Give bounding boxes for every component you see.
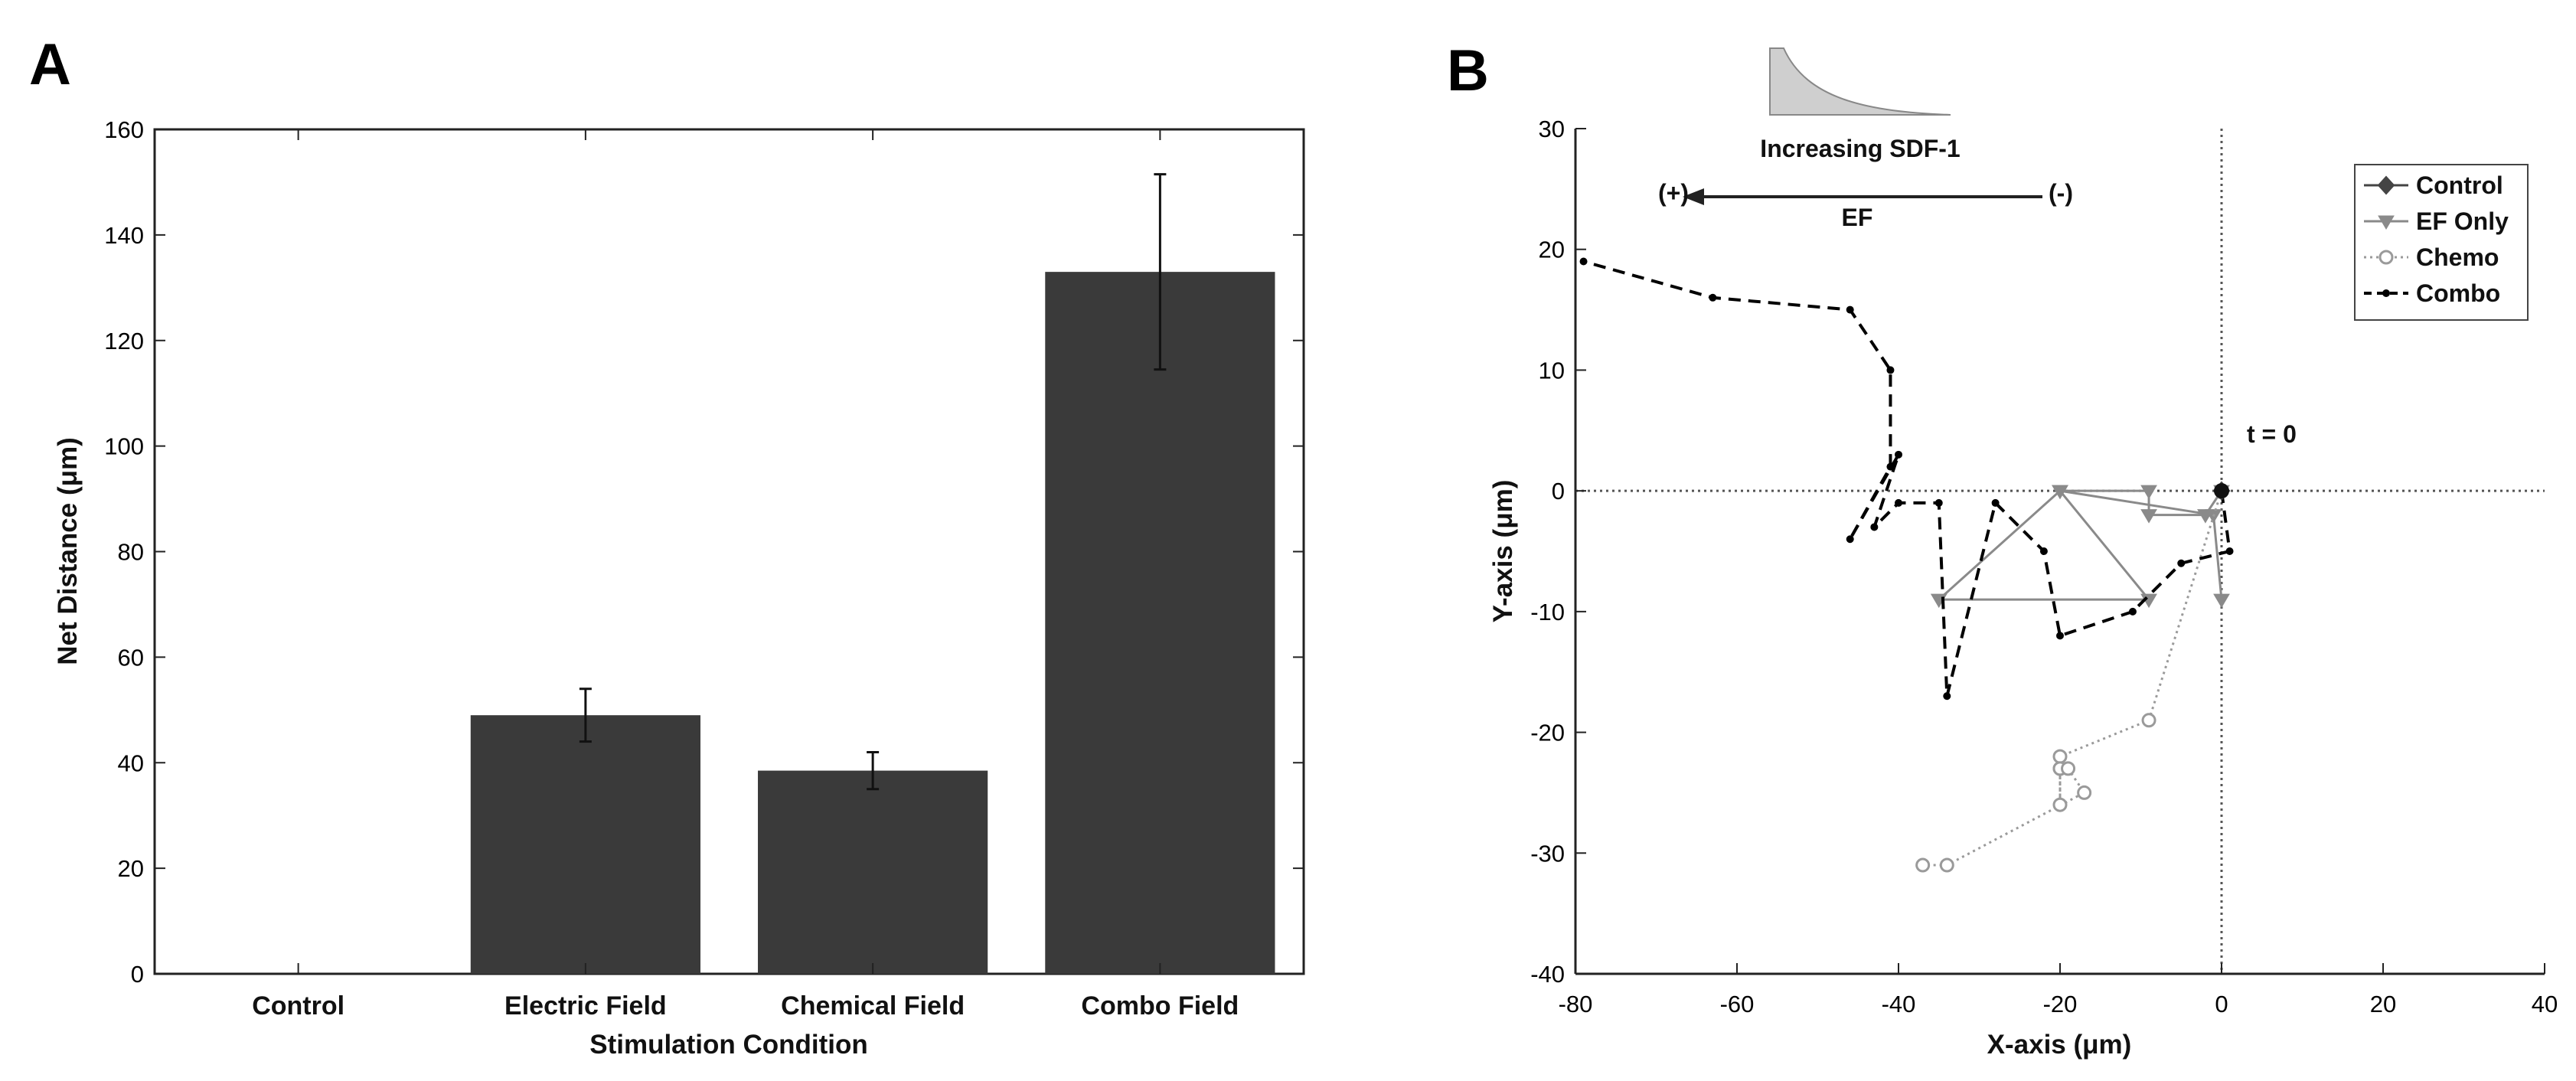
series-line-ef-only <box>1938 489 2223 601</box>
bar-chart-bars <box>470 173 1275 975</box>
point-chemo <box>1915 857 1931 873</box>
point-combo <box>1886 366 1895 374</box>
legend-label-ef-only: EF Only <box>2416 207 2509 235</box>
trajectory-y-tick-label: -20 <box>1530 720 1565 746</box>
point-combo <box>1886 462 1895 471</box>
trajectory-y-tick-label: 0 <box>1552 478 1565 505</box>
legend: Control EF Only Chemo Combo <box>2354 164 2529 321</box>
panel-a-label: A <box>29 32 71 97</box>
trajectory-y-ticks: 30 20 10 0 -10 -20 -30 -40 <box>1530 116 1586 988</box>
point-ef-only <box>2213 593 2230 609</box>
trajectory-x-tick-label: -60 <box>1720 991 1755 1017</box>
trajectory-x-tick-label: 0 <box>2215 991 2228 1017</box>
point-chemo <box>1939 857 1954 873</box>
trajectory-x-tick-label: 40 <box>2532 991 2558 1017</box>
bar-y-tick-label: 40 <box>118 750 144 776</box>
point-chemo <box>2052 749 2068 764</box>
bar-chart-y-ticks: 0 20 40 60 80 100 120 140 160 <box>104 116 1304 988</box>
point-combo <box>1934 498 1943 507</box>
bar-chart-y-axis-title: Net Distance (μm) <box>53 437 83 665</box>
panel-b-label: B <box>1447 38 1489 103</box>
bar-y-tick-label: 20 <box>118 855 144 882</box>
bar-y-tick-label: 140 <box>104 222 144 249</box>
gradient-label: Increasing SDF-1 <box>1760 135 1960 162</box>
legend-label-control: Control <box>2416 171 2503 199</box>
trajectory-y-tick-label: -30 <box>1530 840 1565 867</box>
ef-label: EF <box>1842 204 1873 231</box>
point-combo <box>1579 257 1588 266</box>
bar-chemical-field <box>758 770 988 974</box>
trajectory-x-tick-label: -20 <box>2043 991 2078 1017</box>
trajectory-y-tick-label: -40 <box>1530 961 1565 988</box>
bar-category-label: Control <box>252 991 344 1021</box>
bar-chart-categories: Control Electric Field Chemical Field Combo… <box>252 129 1239 1021</box>
point-chemo <box>2077 785 2092 800</box>
trajectory-y-tick-label: 30 <box>1539 116 1565 142</box>
origin-point <box>2214 483 2229 499</box>
point-ef-only <box>2052 485 2068 500</box>
bar-category-label: Combo Field <box>1081 991 1239 1021</box>
point-combo <box>1709 293 1717 302</box>
sdf1-gradient-icon <box>1769 47 1951 116</box>
bar-electric-field <box>470 715 700 974</box>
point-combo <box>2225 547 2234 555</box>
legend-marker-ef-only <box>2378 215 2395 230</box>
point-combo <box>1895 498 1902 507</box>
trajectory-x-axis-title: X-axis (μm) <box>1987 1030 2132 1060</box>
ef-arrow-head-icon <box>1683 188 1704 205</box>
series-ef-only <box>1930 485 2230 609</box>
bar-combo-field <box>1045 272 1275 975</box>
series-line-combo <box>1583 260 2232 698</box>
point-combo <box>1846 535 1854 544</box>
point-combo <box>2177 559 2186 567</box>
bar-y-tick-label: 0 <box>131 961 144 988</box>
bar-category-label: Chemical Field <box>781 991 965 1021</box>
origin-label: t = 0 <box>2247 420 2297 448</box>
point-combo <box>1943 692 1951 701</box>
point-chemo <box>2061 761 2076 776</box>
trajectory-y-axis-title: Y-axis (μm) <box>1488 480 1518 623</box>
bar-chart-x-axis-title: Stimulation Condition <box>589 1030 868 1060</box>
negative-pole-label: (-) <box>2049 179 2073 207</box>
point-combo <box>1895 450 1902 459</box>
legend-marker-control <box>2377 175 2395 195</box>
bar-y-tick-label: 120 <box>104 328 144 354</box>
legend-marker-combo <box>2382 289 2390 297</box>
trajectory-series <box>1579 257 2234 873</box>
trajectory-y-tick-label: 10 <box>1539 357 1565 384</box>
legend-marker-chemo <box>2378 250 2394 265</box>
trajectory-x-ticks: -80 -60 -40 -20 0 20 40 <box>1559 963 2558 1017</box>
legend-label-combo: Combo <box>2416 279 2500 307</box>
trajectory-x-tick-label: 20 <box>2370 991 2396 1017</box>
trajectory-y-tick-label: -10 <box>1530 599 1565 625</box>
trajectory-x-tick-label: -80 <box>1559 991 1593 1017</box>
bar-chart: 0 20 40 60 80 100 120 140 160 Control Electric Fi… <box>53 116 1305 1060</box>
trajectory-chart: 30 20 10 0 -10 -20 -30 -40 -80 -60 -40 -20 0 20 40 X-… <box>1488 47 2558 1060</box>
point-combo <box>2039 547 2048 555</box>
positive-pole-label: (+) <box>1658 179 1689 207</box>
point-chemo <box>2052 797 2068 812</box>
point-combo <box>2056 632 2064 640</box>
series-line-chemo <box>1922 490 2223 867</box>
series-combo <box>1579 257 2234 701</box>
bar-y-tick-label: 80 <box>118 539 144 566</box>
point-combo <box>1991 498 2000 507</box>
bar-y-tick-label: 160 <box>104 116 144 143</box>
point-chemo <box>2141 713 2156 728</box>
series-chemo <box>1915 483 2229 873</box>
trajectory-y-tick-label: 20 <box>1539 237 1565 263</box>
point-combo <box>1870 523 1879 531</box>
trajectory-x-tick-label: -40 <box>1882 991 1916 1017</box>
point-ef-only <box>2140 485 2157 500</box>
point-combo <box>1846 305 1854 314</box>
point-ef-only <box>2140 509 2157 524</box>
bar-category-label: Electric Field <box>504 991 667 1021</box>
point-combo <box>2128 607 2137 616</box>
bar-y-tick-label: 60 <box>118 644 144 671</box>
bar-y-tick-label: 100 <box>104 433 144 460</box>
legend-label-chemo: Chemo <box>2416 243 2499 271</box>
